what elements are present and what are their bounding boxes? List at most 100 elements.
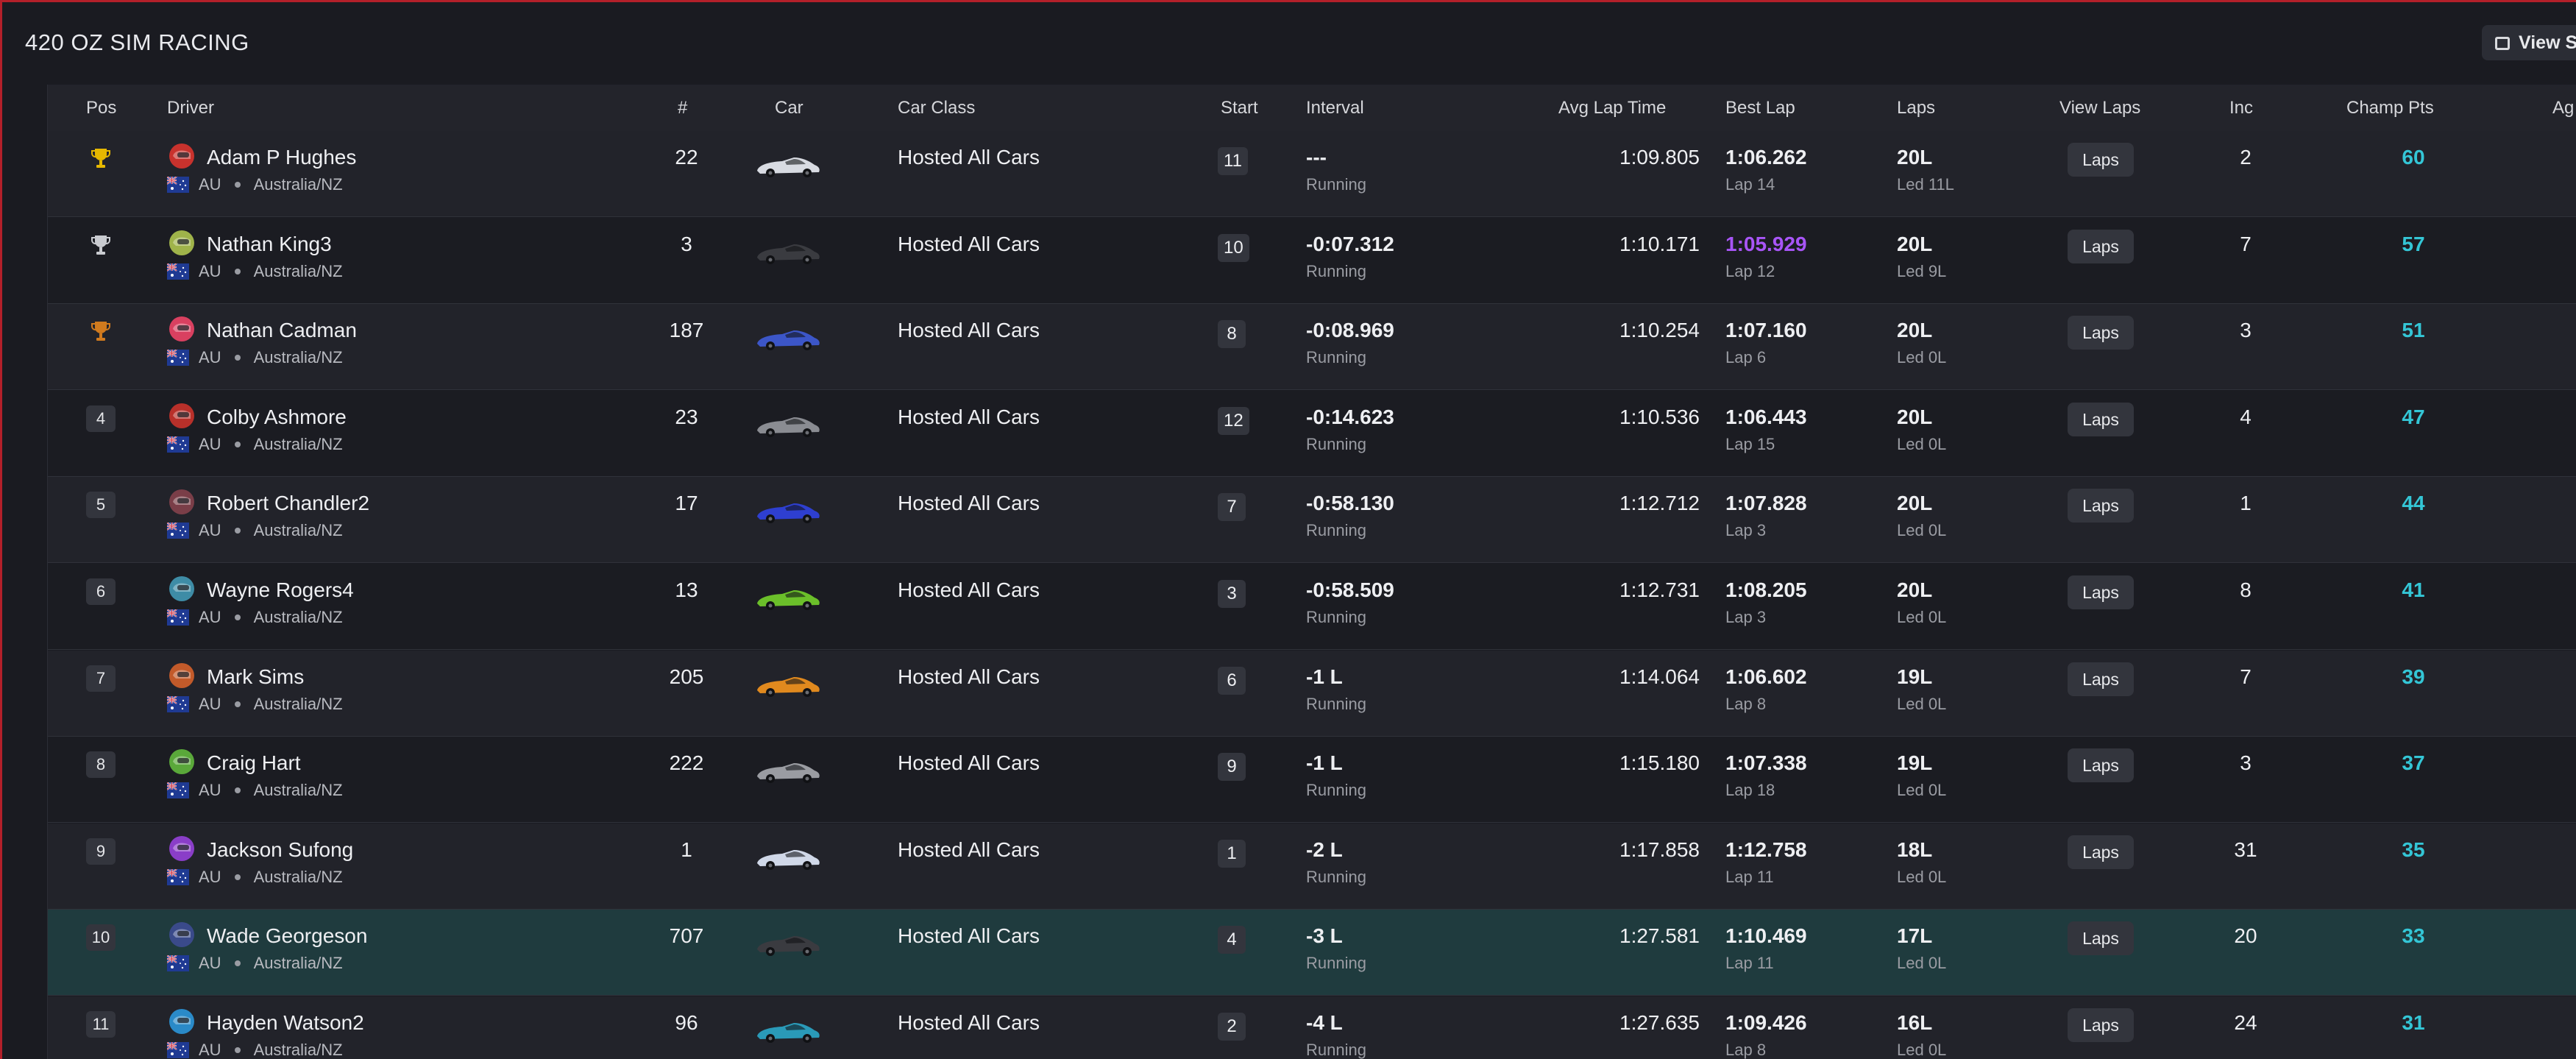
- table-row[interactable]: 6 Wayne Rogers4: [48, 564, 2576, 650]
- col-start[interactable]: Start: [1221, 98, 1258, 118]
- laps-led: Led 0L: [1897, 1041, 1947, 1059]
- interval-value: -2 L: [1306, 837, 1343, 861]
- car-icon: [757, 936, 820, 957]
- driver-name[interactable]: Wayne Rogers4: [207, 578, 354, 601]
- driver-name[interactable]: Robert Chandler2: [207, 492, 370, 515]
- col-best-lap[interactable]: Best Lap: [1725, 98, 1795, 118]
- region-name: Australia/NZ: [253, 694, 343, 713]
- best-lap-number: Lap 18: [1725, 781, 1775, 800]
- best-lap-time: 1:07.160: [1725, 319, 1807, 342]
- col-number[interactable]: #: [678, 98, 688, 118]
- view-laps-button[interactable]: Laps: [2068, 402, 2134, 436]
- trophy-icon: [91, 235, 110, 255]
- laps-led: Led 0L: [1897, 521, 1947, 540]
- driver-name[interactable]: Nathan King3: [207, 232, 332, 255]
- view-laps-button[interactable]: Laps: [2068, 835, 2134, 869]
- view-laps-button[interactable]: Laps: [2068, 575, 2134, 609]
- laps-led: Led 0L: [1897, 954, 1947, 973]
- status-text: Running: [1306, 1041, 1366, 1059]
- avg-lap-time: 1:12.712: [1619, 492, 1700, 515]
- driver-name[interactable]: Colby Ashmore: [207, 405, 347, 428]
- view-laps-button[interactable]: Laps: [2068, 143, 2134, 177]
- driver-location: AU Australia/NZ: [199, 175, 343, 194]
- driver-name[interactable]: Adam P Hughes: [207, 146, 357, 169]
- separator-dot: [234, 182, 241, 188]
- incidents: 3: [2240, 751, 2252, 775]
- col-laps[interactable]: Laps: [1897, 98, 1936, 118]
- start-position-badge: 10: [1218, 233, 1249, 262]
- driver-location: AU Australia/NZ: [199, 954, 343, 973]
- incidents: 3: [2240, 319, 2252, 342]
- laps-completed: 16L: [1897, 1011, 1933, 1034]
- interval-value: -0:58.509: [1306, 578, 1394, 601]
- view-laps-button[interactable]: Laps: [2068, 662, 2134, 696]
- view-laps-button[interactable]: Laps: [2068, 316, 2134, 350]
- col-car[interactable]: Car: [775, 98, 803, 118]
- col-pos[interactable]: Pos: [86, 98, 117, 118]
- champ-points: 57: [2402, 232, 2425, 255]
- driver-name[interactable]: Hayden Watson2: [207, 1011, 364, 1034]
- interval-value: -3 L: [1306, 924, 1343, 948]
- separator-dot: [234, 441, 241, 447]
- separator-dot: [234, 614, 241, 620]
- col-driver[interactable]: Driver: [167, 98, 214, 118]
- status-text: Running: [1306, 608, 1366, 626]
- country-code: AU: [199, 348, 221, 367]
- table-row[interactable]: 11 Hayden Watson2: [48, 996, 2576, 1059]
- table-row[interactable]: Nathan King3 AU Australia/NZ 3: [48, 217, 2576, 304]
- driver-name[interactable]: Mark Sims: [207, 665, 305, 688]
- start-position-badge: 9: [1218, 753, 1246, 782]
- country-code: AU: [199, 867, 221, 886]
- table-row[interactable]: 10 Wade Georgeson: [48, 910, 2576, 996]
- interval-value: -0:07.312: [1306, 232, 1394, 255]
- car-class: Hosted All Cars: [898, 319, 1040, 342]
- separator-dot: [234, 960, 241, 967]
- table-row[interactable]: 9 Jackson Sufong: [48, 823, 2576, 910]
- col-inc[interactable]: Inc: [2229, 98, 2254, 118]
- country-code: AU: [199, 1041, 221, 1059]
- separator-dot: [234, 1047, 241, 1053]
- best-lap-time: 1:06.262: [1725, 146, 1807, 169]
- col-champ-pts[interactable]: Champ Pts: [2346, 98, 2434, 118]
- table-row[interactable]: 7 Mark Sims AU Au: [48, 650, 2576, 737]
- laps-led: Led 0L: [1897, 781, 1947, 800]
- table-row[interactable]: Nathan Cadman AU Australia/NZ 187: [48, 304, 2576, 391]
- table-row[interactable]: 5 Robert Chandler2: [48, 477, 2576, 564]
- australia-flag-icon: [167, 436, 189, 453]
- incidents: 8: [2240, 578, 2252, 601]
- helmet-icon: [169, 144, 194, 169]
- champ-points: 39: [2402, 665, 2425, 688]
- view-laps-button[interactable]: Laps: [2068, 1008, 2134, 1042]
- region-name: Australia/NZ: [253, 954, 343, 973]
- australia-flag-icon: [167, 782, 189, 799]
- table-row[interactable]: 4 Colby Ashmore: [48, 390, 2576, 477]
- avg-lap-time: 1:14.064: [1619, 665, 1700, 688]
- col-age[interactable]: Ag: [2552, 98, 2575, 118]
- view-laps-button[interactable]: Laps: [2068, 229, 2134, 263]
- incidents: 2: [2240, 146, 2252, 169]
- table-row[interactable]: Adam P Hughes AU Australia/NZ 22: [48, 131, 2576, 217]
- view-laps-button[interactable]: Laps: [2068, 748, 2134, 783]
- car-icon: [757, 590, 820, 610]
- avg-lap-time: 1:09.805: [1619, 146, 1700, 169]
- laps-completed: 20L: [1897, 146, 1933, 169]
- driver-name[interactable]: Wade Georgeson: [207, 924, 368, 948]
- view-laps-button[interactable]: Laps: [2068, 489, 2134, 523]
- view-button[interactable]: View S: [2482, 25, 2576, 60]
- champ-points: 51: [2402, 319, 2425, 342]
- col-avg-lap[interactable]: Avg Lap Time: [1558, 98, 1667, 118]
- col-car-class[interactable]: Car Class: [898, 98, 976, 118]
- table-row[interactable]: 8 Craig Hart AU A: [48, 737, 2576, 824]
- driver-name[interactable]: Craig Hart: [207, 751, 301, 775]
- car-icon: [757, 849, 820, 870]
- separator-dot: [234, 355, 241, 361]
- champ-points: 60: [2402, 146, 2425, 169]
- best-lap-number: Lap 15: [1725, 434, 1775, 453]
- driver-name[interactable]: Jackson Sufong: [207, 837, 354, 861]
- position-badge: 11: [86, 1011, 116, 1038]
- car-icon: [757, 244, 820, 264]
- view-laps-button[interactable]: Laps: [2068, 921, 2134, 956]
- col-interval[interactable]: Interval: [1306, 98, 1364, 118]
- champ-points: 37: [2402, 751, 2425, 775]
- driver-name[interactable]: Nathan Cadman: [207, 319, 357, 342]
